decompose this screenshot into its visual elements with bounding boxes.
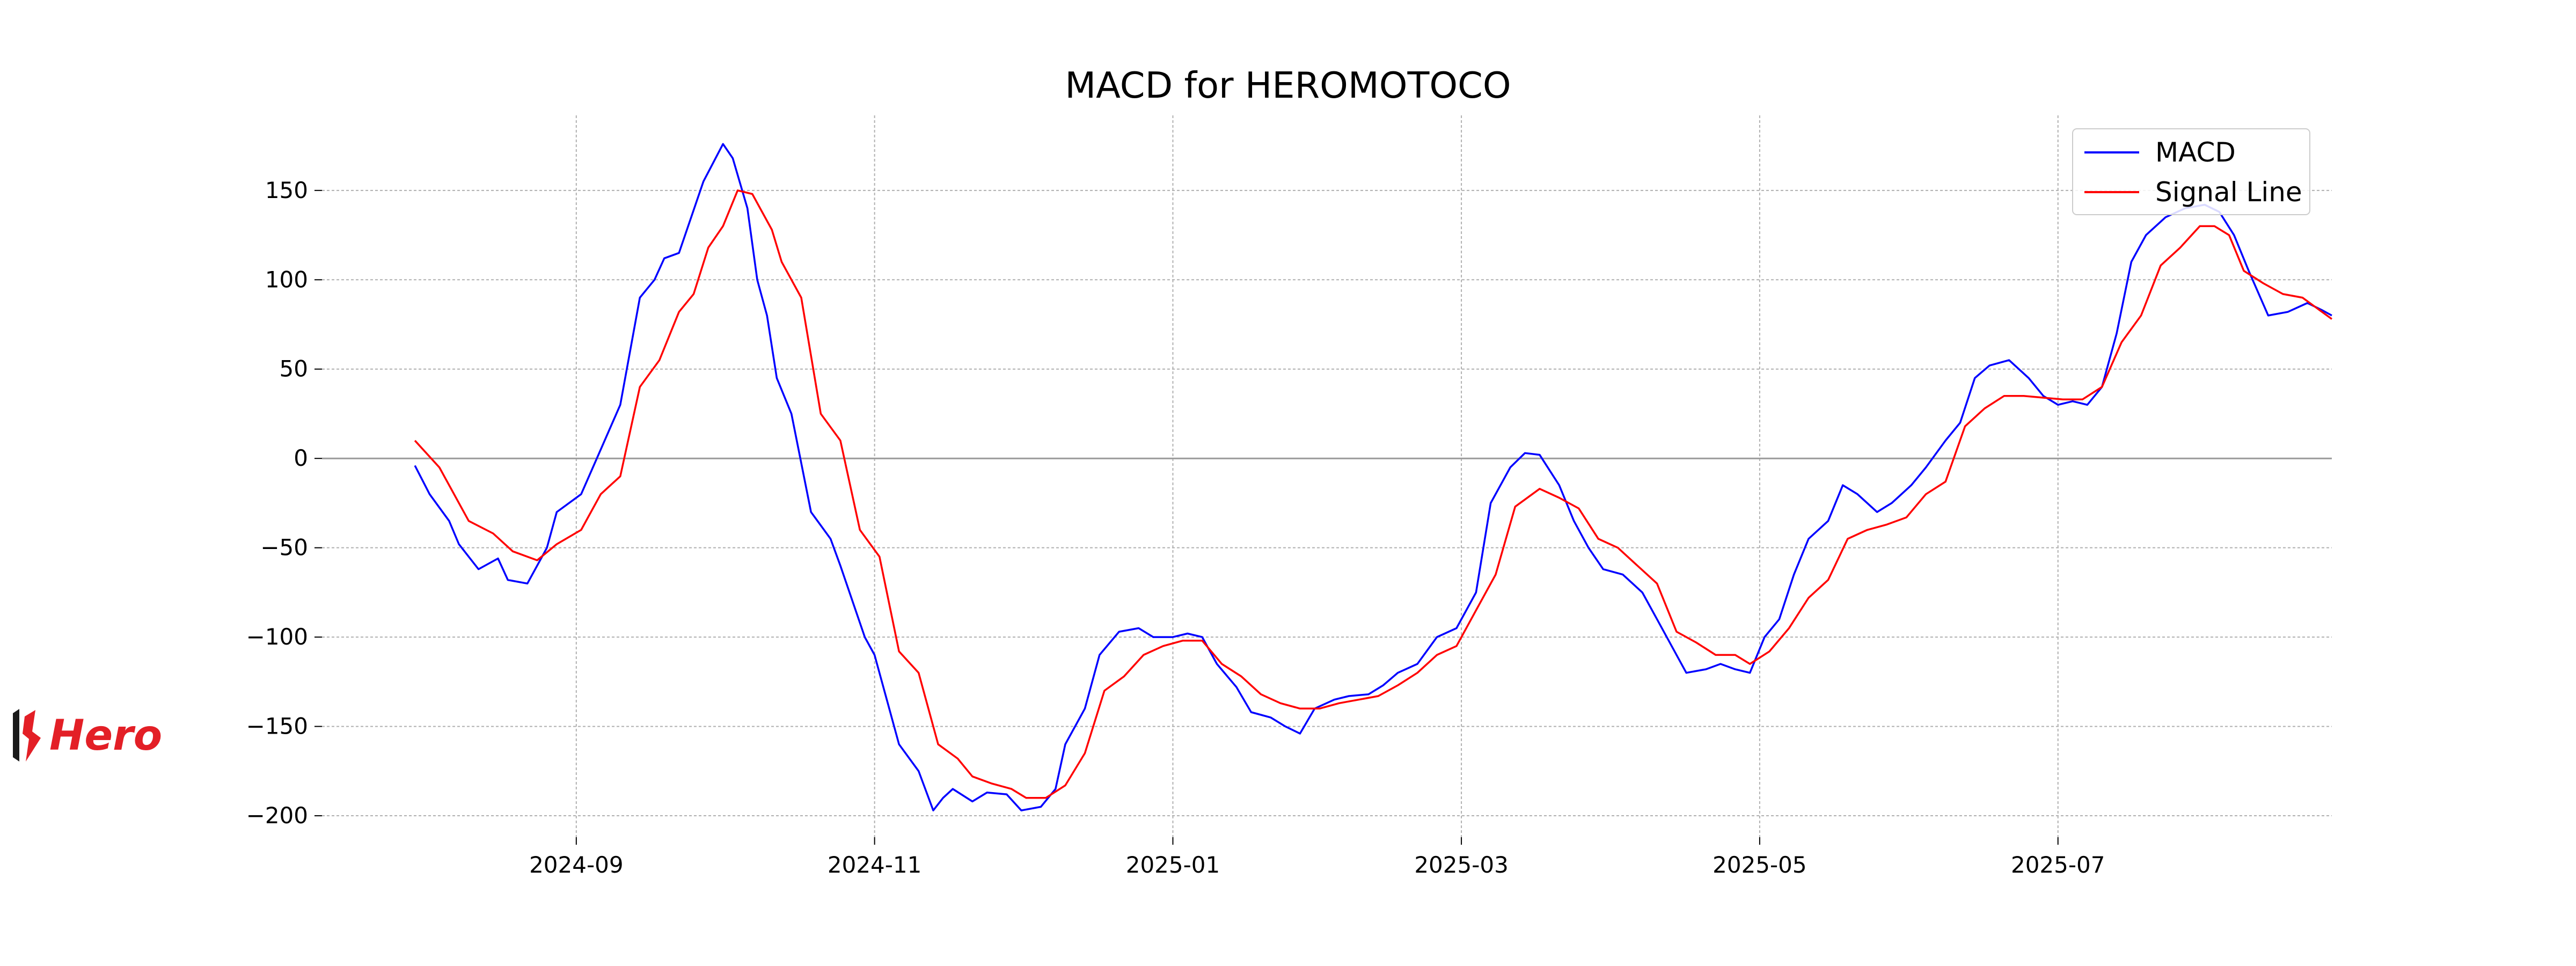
y-tick-label: 150 [265,177,308,203]
y-tick-label: −200 [246,802,308,829]
x-tick-label: 2025-01 [1126,852,1220,878]
x-tick-label: 2024-09 [529,852,624,878]
legend-label: MACD [2155,137,2236,168]
y-tick-label: 0 [294,445,308,471]
y-tick-label: −150 [246,713,308,740]
tick-layer: −200 −150 −100 −50 0 50 100 150 2024-09 2024-11 20… [246,177,2105,878]
hero-logo-mark [13,709,41,762]
x-tick-label: 2025-03 [1414,852,1509,878]
x-tick-label: 2025-05 [1713,852,1807,878]
grid-layer [322,115,2332,837]
y-tick-label: 100 [265,266,308,292]
legend: MACD Signal Line [2072,128,2310,215]
series-layer [414,143,2333,811]
macd-line [414,143,2332,811]
chart-title: MACD for HEROMOTOCO [1065,64,1511,106]
signal-line-line [414,189,2333,799]
hero-logo: Hero [13,709,162,762]
x-tick-label: 2024-11 [828,852,922,878]
y-tick-label: 50 [280,356,308,382]
x-tick-label: 2025-07 [2011,852,2105,878]
hero-logo-text: Hero [49,712,162,760]
y-tick-label: −50 [260,535,308,561]
y-tick-label: −100 [246,624,308,650]
legend-label: Signal Line [2155,177,2302,208]
